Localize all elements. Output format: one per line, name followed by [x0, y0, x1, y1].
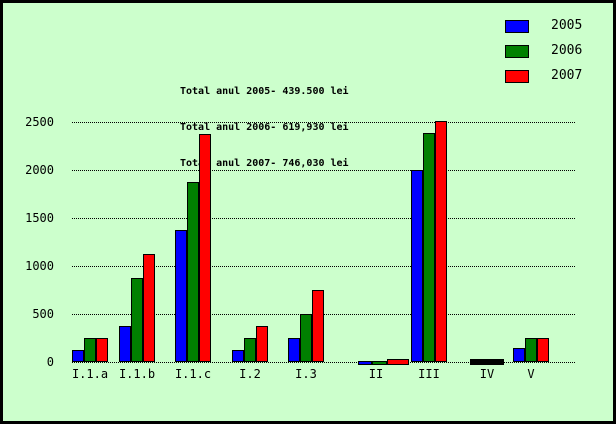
bar-2005-II	[358, 361, 372, 365]
legend-swatch-2006	[505, 45, 529, 58]
legend-label-2005: 2005	[551, 18, 583, 33]
y-tick-label: 2500	[25, 115, 54, 129]
gridline-0	[72, 362, 575, 363]
total-line-2006: Total anul 2006- 619,930 lei	[180, 122, 349, 133]
gridline-2500	[72, 122, 575, 123]
legend-swatch-2005	[505, 20, 529, 33]
totals-annotation: Total anul 2005- 439.500 lei Total anul …	[180, 62, 349, 194]
bar-2007-II	[387, 359, 409, 365]
bar-2006-I.1.a	[84, 338, 96, 362]
gridline-2000	[72, 170, 575, 171]
x-category-label-I.2: I.2	[239, 367, 261, 381]
bar-2007-V	[537, 338, 549, 362]
bar-2005-III	[411, 170, 423, 362]
y-tick-label: 2000	[25, 163, 54, 177]
x-category-label-I.1.b: I.1.b	[118, 367, 156, 381]
bar-2005-V	[513, 348, 525, 362]
x-category-label-V: V	[527, 367, 535, 381]
bar-group-IV	[470, 359, 504, 365]
bar-2007-I.3	[312, 290, 324, 362]
bar-2006-I.1.b	[131, 278, 143, 362]
bar-2005-I.1.b	[119, 326, 131, 362]
bar-2007-III	[435, 121, 447, 362]
bar-2005-I.1.a	[72, 350, 84, 362]
bar-2006-I.3	[300, 314, 312, 362]
bar-2006-I.2	[244, 338, 256, 362]
total-line-2007: Total anul 2007- 746,030 lei	[180, 158, 349, 169]
y-tick-label: 0	[46, 355, 54, 369]
legend-label-2007: 2007	[551, 68, 583, 83]
bar-2005-I.2	[232, 350, 244, 362]
x-category-label-IV: IV	[479, 367, 495, 381]
gridline-1500	[72, 218, 575, 219]
x-category-label-II: II	[368, 367, 384, 381]
bar-2005-I.1.c	[175, 230, 187, 362]
legend-swatch-2007	[505, 70, 529, 83]
x-category-label-I.1.a: I.1.a	[71, 367, 109, 381]
bar-2006-II	[372, 361, 387, 365]
bar-2006-V	[525, 338, 537, 362]
x-category-label-I.1.c: I.1.c	[174, 367, 212, 381]
y-tick-label: 500	[32, 307, 54, 321]
bar-2005-I.3	[288, 338, 300, 362]
gridline-1000	[72, 266, 575, 267]
total-line-2005: Total anul 2005- 439.500 lei	[180, 86, 349, 97]
bar-2007-I.1.b	[143, 254, 155, 362]
y-tick-label: 1000	[25, 259, 54, 273]
legend-label-2006: 2006	[551, 43, 583, 58]
bar-2006-I.1.c	[187, 182, 199, 362]
bar-2006-III	[423, 133, 435, 362]
bar-2007-I.1.a	[96, 338, 108, 362]
x-category-label-III: III	[418, 367, 440, 381]
bar-2007-I.1.c	[199, 134, 211, 362]
bar-2007-I.2	[256, 326, 268, 362]
y-tick-label: 1500	[25, 211, 54, 225]
x-category-label-I.3: I.3	[295, 367, 317, 381]
